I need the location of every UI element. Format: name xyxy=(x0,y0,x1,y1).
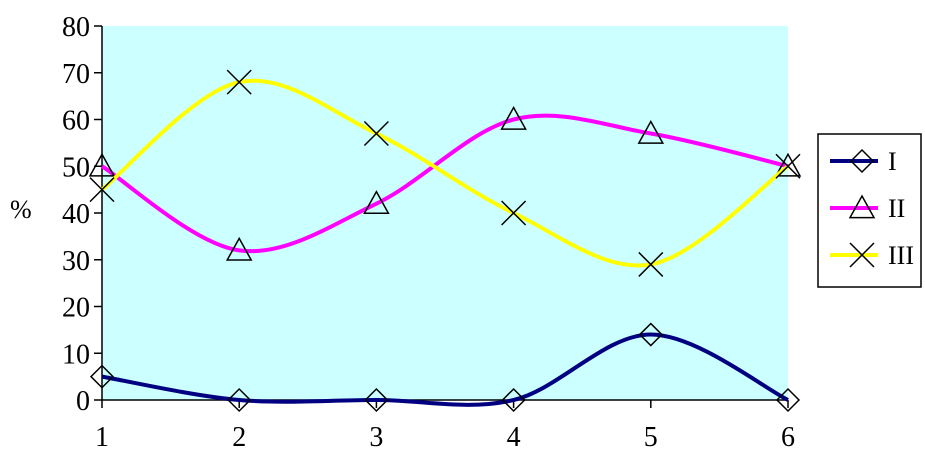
data-point-marker xyxy=(501,200,527,226)
y-tick-label: 80 xyxy=(62,12,90,43)
y-tick-label: 0 xyxy=(76,386,90,417)
data-point-marker xyxy=(88,152,116,177)
data-point-marker xyxy=(501,387,526,413)
data-point-marker xyxy=(227,387,252,413)
y-tick-label: 30 xyxy=(62,246,90,277)
series-I xyxy=(89,322,801,413)
data-point-marker xyxy=(637,119,665,144)
data-point-marker xyxy=(500,105,527,130)
data-point-marker xyxy=(774,152,802,177)
data-point-marker xyxy=(638,322,663,347)
x-tick-label: 5 xyxy=(644,422,658,453)
y-axis: 0 10 20 30 40 50 60 70 80 xyxy=(62,12,103,417)
y-tick-label: 40 xyxy=(62,199,90,230)
legend-marker xyxy=(849,242,875,268)
data-point-marker xyxy=(775,153,801,179)
x-tick-label: 1 xyxy=(95,422,109,453)
series-III xyxy=(89,69,801,277)
y-tick-label: 20 xyxy=(62,293,90,324)
y-axis-label: % xyxy=(10,195,32,224)
x-tick-label: 6 xyxy=(781,422,795,453)
data-point-marker xyxy=(226,69,252,95)
data-point-marker xyxy=(363,120,389,147)
legend-label: I xyxy=(888,147,897,176)
y-tick-label: 60 xyxy=(62,106,90,137)
legend-label: II xyxy=(888,194,905,223)
series-layer xyxy=(88,69,802,413)
series-line xyxy=(101,332,789,407)
y-tick-label: 50 xyxy=(62,152,90,183)
series-line xyxy=(100,78,790,268)
data-point-marker xyxy=(364,387,389,413)
x-tick-label: 4 xyxy=(507,422,521,453)
data-point-marker xyxy=(89,364,115,389)
data-point-marker xyxy=(89,177,115,203)
x-axis: 1 2 3 4 5 6 xyxy=(95,399,795,453)
legend-marker xyxy=(849,148,875,174)
data-point-marker xyxy=(363,190,390,214)
legend-label: III xyxy=(888,241,914,270)
x-tick-label: 3 xyxy=(369,422,383,453)
x-tick-label: 2 xyxy=(232,422,246,453)
data-point-marker xyxy=(638,251,664,277)
legend-marker xyxy=(848,194,876,219)
data-point-marker xyxy=(775,387,801,413)
y-tick-label: 70 xyxy=(62,59,90,90)
data-point-marker xyxy=(225,236,253,261)
y-tick-label: 10 xyxy=(62,339,90,370)
